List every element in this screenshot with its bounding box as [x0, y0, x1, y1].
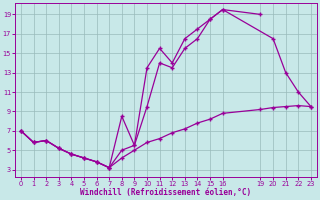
X-axis label: Windchill (Refroidissement éolien,°C): Windchill (Refroidissement éolien,°C)	[80, 188, 252, 197]
